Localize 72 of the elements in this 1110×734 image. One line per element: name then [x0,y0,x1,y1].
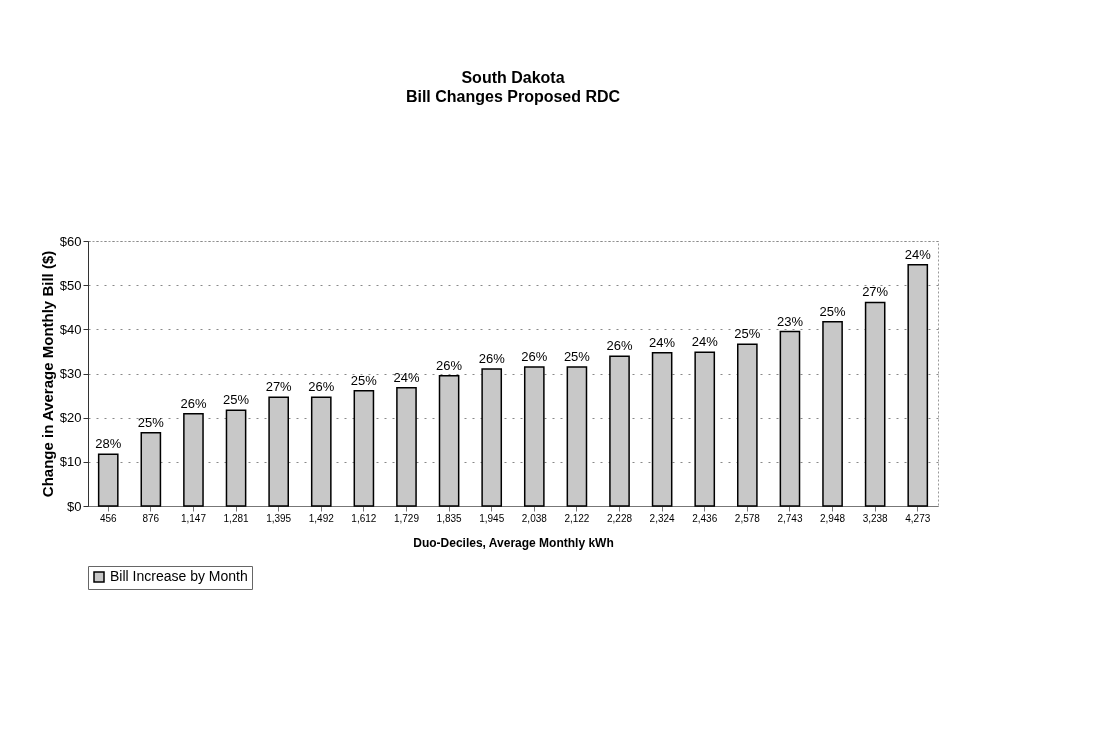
bar [822,321,843,507]
x-tick-label: 3,238 [862,512,889,524]
bar [97,453,119,507]
bar [140,431,162,507]
annotation: 24% [691,334,719,350]
bar [779,330,801,507]
annotation: 25% [350,372,378,388]
bar [481,368,503,507]
bar [651,351,673,507]
annotation: 26% [436,357,463,373]
y-axis-title: Change in Average Monthly Bill ($) [38,250,56,498]
annotation: 25% [819,303,846,319]
x-tick-label: 1,281 [223,512,249,524]
annotation: 25% [734,326,761,342]
x-tick-label: 2,324 [649,512,676,524]
chart-title: South Dakota [461,69,565,86]
bar [566,366,588,507]
y-tick-label: $50 [59,277,82,293]
bar [310,396,332,507]
y-tick-label: $60 [59,233,82,249]
x-tick-label: 456 [99,512,118,524]
x-tick-label: 2,228 [607,512,633,524]
x-tick-label: 2,948 [820,512,846,524]
x-tick-label: 2,436 [692,512,718,524]
annotation: 25% [137,414,165,430]
annotation: 27% [862,284,889,300]
y-tick-label: $0 [67,498,82,514]
bar [353,389,375,507]
x-tick-label: 1,147 [180,512,207,524]
x-tick-label: 2,122 [564,512,590,524]
x-tick-label: 2,038 [521,512,548,524]
bar [396,386,417,507]
x-tick-label: 1,945 [479,512,505,524]
annotation: 23% [776,313,804,329]
annotation: 25% [563,348,591,364]
x-tick-label: 2,578 [734,512,761,524]
x-tick-label: 1,492 [308,512,335,524]
x-tick-label: 876 [142,512,160,524]
bar [907,264,929,507]
annotation: 24% [649,334,676,350]
annotation: 25% [223,392,250,408]
bar [183,412,204,507]
x-tick-label: 2,743 [777,512,803,524]
y-tick-label: $20 [59,410,82,426]
bar [609,355,630,507]
annotation: 26% [308,379,335,395]
y-tick-label: $10 [59,454,82,470]
chart-subtitle: Bill Changes Proposed RDC [405,88,621,105]
bar [225,409,247,507]
bar [737,343,758,507]
annotation: 26% [606,338,633,354]
x-tick-label: 4,273 [905,512,931,524]
x-tick-label: 1,835 [436,512,463,524]
annotation: 26% [180,395,207,411]
x-tick-label: 1,612 [351,512,377,524]
bar [268,396,289,507]
annotation: 27% [265,379,293,395]
annotation: 24% [393,369,420,385]
y-tick-label: $30 [59,366,82,381]
annotation: 26% [478,351,506,367]
bar [694,351,716,507]
annotation: 28% [95,436,122,452]
x-axis-title: Duo-Deciles, Average Monthly kWh [413,535,614,550]
bar [864,301,886,507]
annotation: 26% [521,348,548,364]
x-tick-label: 1,395 [266,512,292,524]
y-tick-label: $40 [59,321,82,337]
x-tick-label: 1,729 [393,512,420,524]
bar [438,374,460,507]
bar [523,366,545,507]
legend-label: Bill Increase by Month [110,568,248,584]
annotation: 24% [904,246,932,262]
